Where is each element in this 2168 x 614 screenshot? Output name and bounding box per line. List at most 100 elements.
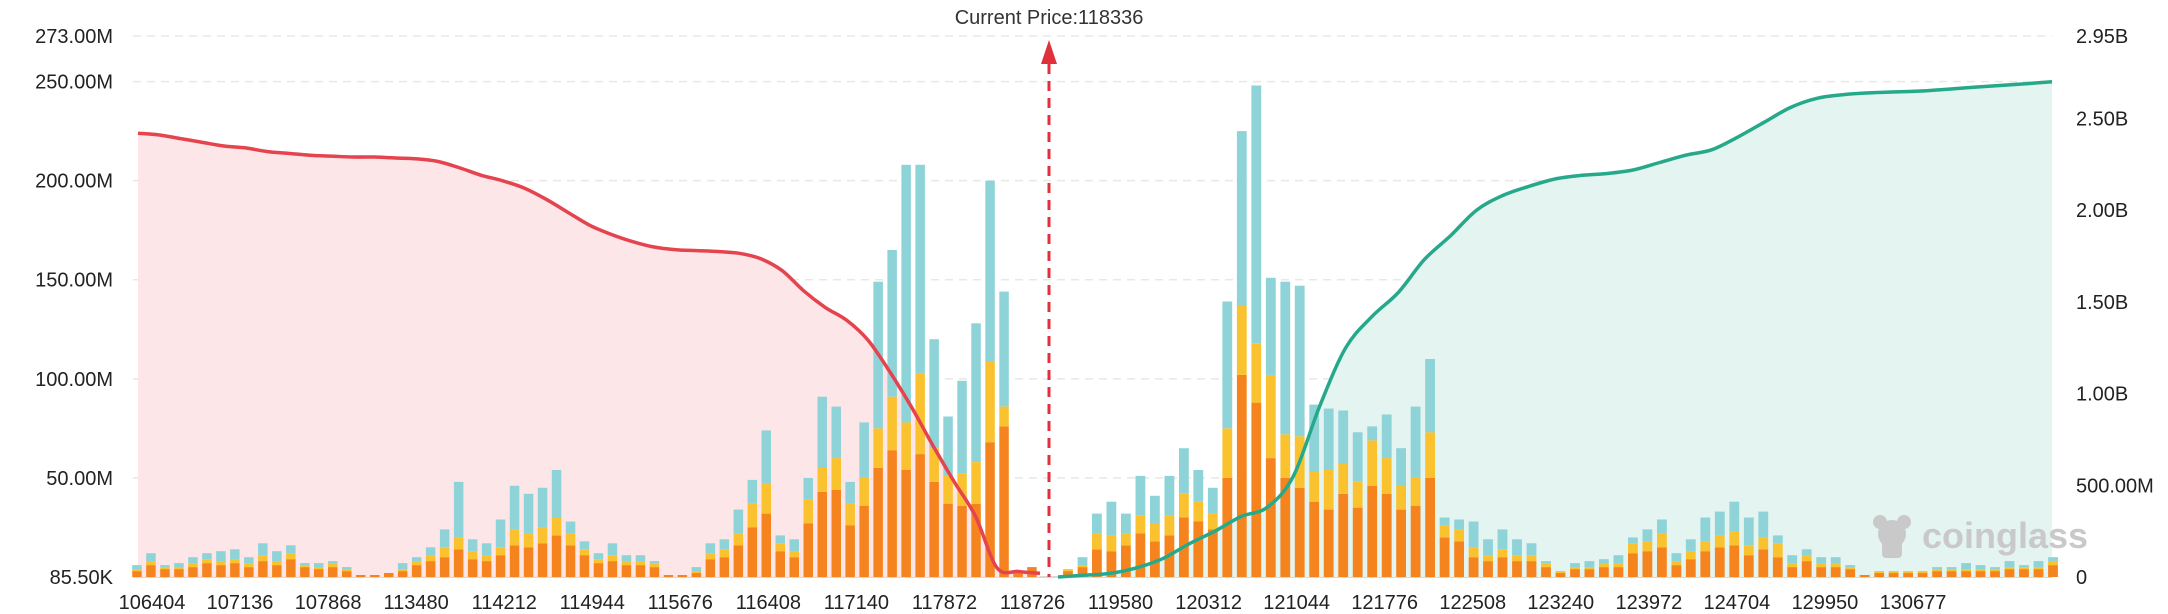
bar-high-segment <box>915 164 925 373</box>
bar-low-segment <box>789 557 799 577</box>
bar-high-segment <box>132 565 142 570</box>
bar-low-segment <box>216 565 226 577</box>
bar-high-segment <box>328 561 338 564</box>
bar-mid-segment <box>1946 569 1957 572</box>
bar-low-segment <box>1903 573 1913 577</box>
bar-low-segment <box>2033 569 2044 577</box>
bar-high-segment <box>1975 565 1986 570</box>
bar-low-segment <box>230 563 240 577</box>
bar-high-segment <box>160 565 170 568</box>
bar-mid-segment <box>1150 523 1160 542</box>
watermark-text: coinglass <box>1922 515 2088 556</box>
bar-low-segment <box>1816 567 1827 577</box>
left-axis-tick-label: 50.00M <box>46 468 113 490</box>
bar-mid-segment <box>230 559 240 564</box>
bar-mid-segment <box>1628 543 1638 554</box>
bar-low-segment <box>1526 561 1537 577</box>
bar-mid-segment <box>481 555 492 562</box>
bar-high-segment <box>523 493 534 534</box>
bar-low-segment <box>1830 567 1841 577</box>
bar-low-segment <box>691 573 702 577</box>
bar-high-segment <box>1454 519 1464 530</box>
bar-mid-segment <box>1179 493 1189 518</box>
bar-low-segment <box>607 561 618 577</box>
x-axis-tick-label: 114944 <box>560 592 625 614</box>
bar-mid-segment <box>453 537 464 550</box>
bar-high-segment <box>761 430 771 484</box>
bar-low-segment <box>565 545 576 577</box>
bar-low-segment <box>1150 541 1160 577</box>
bar-high-segment <box>1526 543 1537 556</box>
bar-low-segment <box>1685 559 1696 577</box>
long-cumulative-area <box>1058 81 2052 578</box>
bar-mid-segment <box>2033 567 2044 570</box>
bar-high-segment <box>481 543 492 556</box>
bar-mid-segment <box>985 361 995 443</box>
right-axis-tick-label: 500.00M <box>2076 475 2154 497</box>
bar-high-segment <box>971 323 981 462</box>
bar-mid-segment <box>1439 525 1450 538</box>
bar-high-segment <box>1729 501 1740 532</box>
bar-mid-segment <box>1541 563 1551 568</box>
bar-low-segment <box>1410 505 1421 577</box>
right-axis-tick-label: 0 <box>2076 567 2087 589</box>
bar-high-segment <box>216 551 226 562</box>
bar-high-segment <box>1961 563 1971 569</box>
bar-high-segment <box>929 339 939 449</box>
bar-mid-segment <box>1323 470 1334 510</box>
bar-high-segment <box>593 553 604 560</box>
bar-high-segment <box>803 477 813 500</box>
bar-mid-segment <box>2004 567 2015 570</box>
bar-low-segment <box>342 571 352 577</box>
bar-low-segment <box>1207 529 1218 577</box>
bar-mid-segment <box>1222 428 1233 478</box>
bar-high-segment <box>831 406 841 459</box>
bar-high-segment <box>621 555 632 562</box>
bar-mid-segment <box>1743 545 1754 556</box>
bar-low-segment <box>174 569 184 577</box>
bar-low-segment <box>985 442 995 577</box>
bar-low-segment <box>1323 509 1334 577</box>
bar-high-segment <box>1265 277 1276 375</box>
bar-low-segment <box>1013 573 1023 577</box>
bar-high-segment <box>733 509 744 534</box>
bar-low-segment <box>1280 477 1291 577</box>
bar-low-segment <box>957 505 967 577</box>
bar-high-segment <box>1410 406 1421 478</box>
bar-mid-segment <box>1121 533 1131 546</box>
bar-low-segment <box>1251 402 1262 577</box>
bar-mid-segment <box>537 527 548 544</box>
bar-low-segment <box>1599 567 1609 577</box>
short-cumulative-line <box>137 131 1041 576</box>
bar-low-segment <box>999 426 1009 577</box>
bar-low-segment <box>1628 553 1638 577</box>
bar-low-segment <box>1381 493 1392 577</box>
bar-mid-segment <box>705 553 716 560</box>
bar-high-segment <box>1367 426 1378 441</box>
right-axis-tick-label: 2.00B <box>2076 200 2128 222</box>
x-axis-tick-label: 123240 <box>1527 592 1594 614</box>
bar-high-segment <box>607 543 618 556</box>
bar-mid-segment <box>943 475 953 504</box>
bar-low-segment <box>649 567 660 577</box>
bar-high-segment <box>1642 529 1653 542</box>
bar-low-segment <box>621 565 632 577</box>
bar-mid-segment <box>1729 531 1740 546</box>
bar-low-segment <box>1990 571 2000 577</box>
bar-mid-segment <box>1164 515 1175 536</box>
bar-high-segment <box>1816 557 1827 564</box>
bar-low-segment <box>314 569 324 577</box>
bar-mid-segment <box>286 553 296 560</box>
bar-mid-segment <box>1932 569 1942 572</box>
bar-low-segment <box>425 561 436 577</box>
bar-low-segment <box>1555 573 1566 577</box>
short-cumulative-area <box>138 133 1040 577</box>
bar-low-segment <box>971 503 981 577</box>
bar-high-segment <box>845 481 855 504</box>
bar-high-segment <box>1932 567 1942 570</box>
bar-low-segment <box>1743 555 1754 577</box>
right-y-axis: 0 500.00M 1.00B 1.50B 2.00B 2.50B 2.95B <box>2076 26 2154 589</box>
bar-high-segment <box>985 180 995 361</box>
bar-mid-segment <box>314 567 324 570</box>
bar-high-segment <box>314 563 324 568</box>
